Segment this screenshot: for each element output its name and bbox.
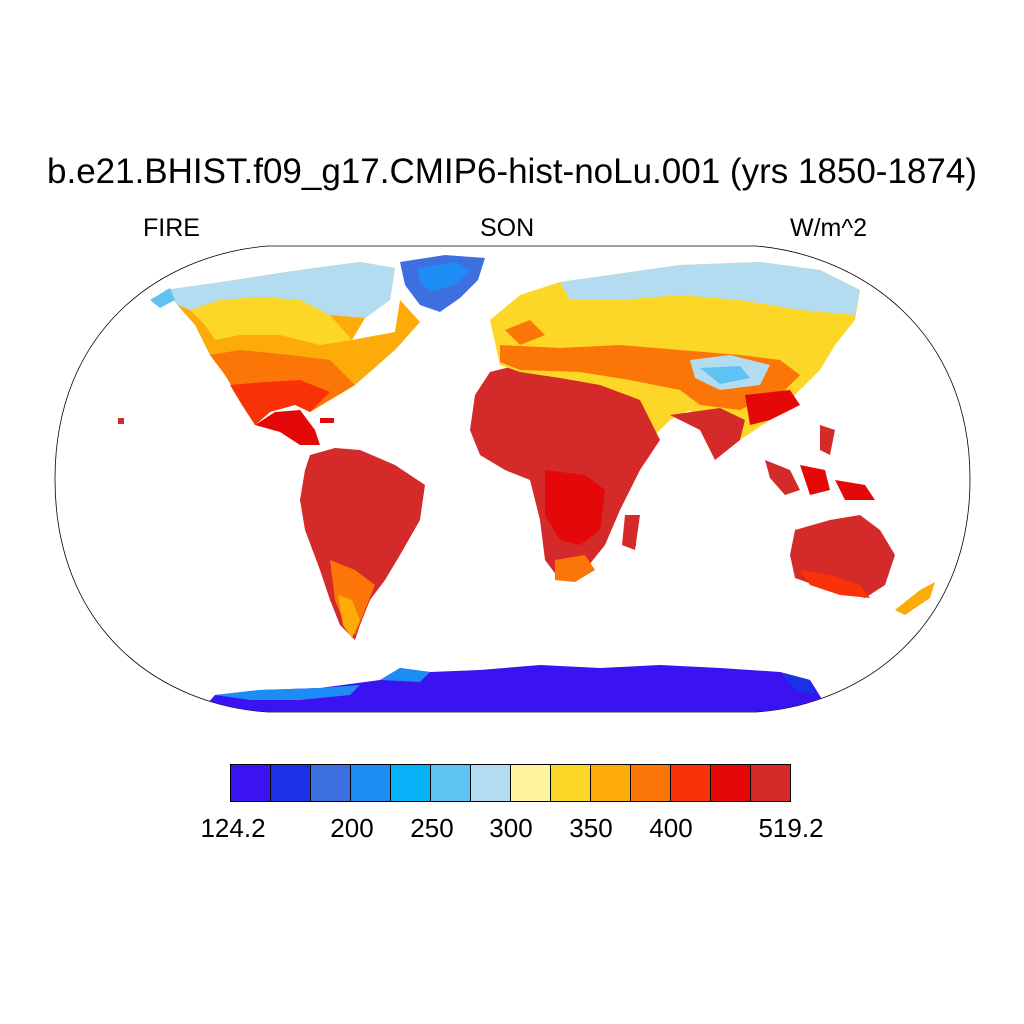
colorbar-swatch-6 [470, 764, 511, 802]
colorbar-swatch-3 [350, 764, 391, 802]
colorbar-swatch-0 [230, 764, 271, 802]
plot-title: b.e21.BHIST.f09_g17.CMIP6-hist-noLu.001 … [47, 152, 977, 191]
colorbar-tick-200: 200 [330, 813, 374, 843]
colorbar-tick-400: 400 [649, 813, 693, 843]
colorbar-tick-250: 250 [410, 813, 454, 843]
south-america [300, 448, 425, 640]
north-america [150, 262, 420, 445]
units-label: W/m^2 [790, 214, 868, 242]
madagascar-fill [628, 520, 636, 546]
colorbar-swatch-11 [670, 764, 711, 802]
colorbar-swatch-1 [270, 764, 311, 802]
colorbar-swatch-7 [510, 764, 551, 802]
variable-label: FIRE [143, 214, 200, 242]
colorbar-swatch-13 [750, 764, 791, 802]
hawaii-island [118, 418, 124, 424]
colorbar-tick-min: 124.2 [200, 813, 266, 843]
colorbar-swatch-8 [550, 764, 591, 802]
colorbar-swatch-9 [590, 764, 631, 802]
africa [470, 362, 660, 582]
colorbar-tick-300: 300 [489, 813, 533, 843]
australia [790, 515, 895, 598]
antarctica [200, 665, 830, 712]
colorbar-tick-max: 519.2 [758, 813, 824, 843]
season-label: SON [480, 214, 535, 242]
colorbar-swatch-4 [390, 764, 431, 802]
colorbar-swatch-12 [710, 764, 751, 802]
colorbar-swatch-5 [430, 764, 471, 802]
colorbar-tick-350: 350 [569, 813, 613, 843]
colorbar [230, 764, 791, 802]
eurasia [490, 262, 860, 460]
southeast-asia-islands [765, 425, 875, 500]
colorbar-swatch-2 [310, 764, 351, 802]
new-zealand [895, 582, 935, 615]
caribbean-islands [320, 418, 334, 423]
colorbar-swatch-10 [630, 764, 671, 802]
